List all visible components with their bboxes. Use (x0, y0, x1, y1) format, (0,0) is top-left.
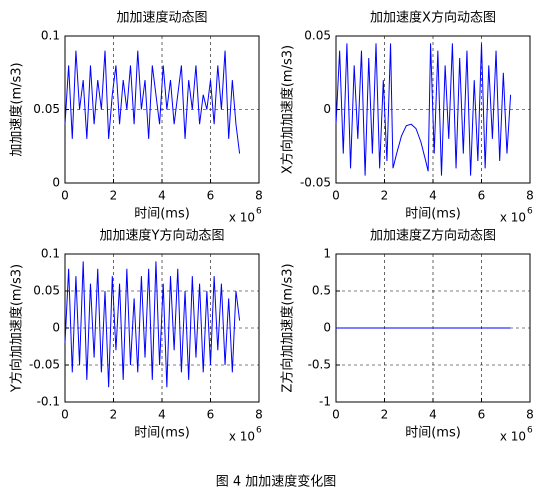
x-tick-label: 8 (255, 408, 263, 422)
chart-title: 加加速度X方向动态图 (370, 10, 496, 26)
axes-box (64, 35, 260, 184)
data-line (335, 43, 512, 176)
x-tick-label: 4 (429, 408, 437, 422)
x-tick-label: 8 (526, 189, 534, 203)
y-tick-label: 0 (52, 176, 60, 190)
x-exponent: 6 (256, 426, 262, 436)
caption: 图 4 加加速度变化图 (216, 474, 337, 490)
y-tick-label: -0.5 (308, 358, 331, 372)
x-tick-label: 2 (110, 189, 118, 203)
data-line (64, 50, 241, 154)
y-tick-label: -0.05 (300, 176, 331, 190)
y-tick-label: 0.5 (312, 284, 331, 298)
x-tick-label: 4 (429, 189, 437, 203)
axes-box (335, 35, 531, 184)
y-tick-label: 0.05 (33, 284, 60, 298)
y-tick-label: 0.1 (41, 247, 60, 261)
y-tick-label: 0.1 (41, 29, 60, 43)
x-tick-label: 8 (255, 189, 263, 203)
x-tick-label: 0 (61, 189, 69, 203)
x-axis-label: 时间(ms) (134, 207, 190, 222)
y-axis-label: X方向加加速度(m/s3) (280, 45, 296, 174)
x-exponent-label: x 10 (500, 430, 526, 444)
y-axis-label: Y方向加加速度(m/s3) (9, 264, 25, 393)
x-axis-label: 时间(ms) (405, 426, 461, 441)
x-axis-label: 时间(ms) (134, 426, 190, 441)
x-tick-label: 6 (478, 189, 486, 203)
x-tick-label: 4 (158, 408, 166, 422)
x-axis-label: 时间(ms) (405, 207, 461, 222)
x-tick-label: 0 (61, 408, 69, 422)
axes-box (64, 253, 260, 403)
chart-title: 加加速度Z方向动态图 (370, 228, 496, 244)
x-exponent-label: x 10 (500, 211, 526, 225)
x-tick-label: 0 (332, 189, 340, 203)
x-tick-label: 4 (158, 189, 166, 203)
x-tick-label: 8 (526, 408, 534, 422)
x-exponent: 6 (256, 207, 262, 217)
x-exponent-label: x 10 (229, 430, 255, 444)
x-tick-label: 6 (207, 408, 215, 422)
x-exponent: 6 (527, 207, 533, 217)
x-tick-label: 2 (381, 189, 389, 203)
y-tick-label: 0.05 (304, 29, 331, 43)
y-tick-label: -1 (319, 395, 331, 409)
chart-title: 加加速度Y方向动态图 (100, 228, 225, 244)
x-tick-label: 2 (110, 408, 118, 422)
y-tick-label: 0 (52, 321, 60, 335)
data-line (64, 261, 241, 388)
y-axis-label: 加加速度(m/s3) (9, 62, 25, 156)
x-tick-label: 2 (381, 408, 389, 422)
y-tick-label: -0.1 (37, 395, 60, 409)
y-axis-label: Z方向加加速度(m/s3) (280, 263, 296, 392)
y-tick-label: 1 (323, 247, 331, 261)
x-exponent: 6 (527, 426, 533, 436)
y-tick-label: 0 (323, 102, 331, 116)
y-tick-label: -0.05 (29, 358, 60, 372)
x-tick-label: 0 (332, 408, 340, 422)
x-tick-label: 6 (207, 189, 215, 203)
y-tick-label: 0.05 (33, 102, 60, 116)
x-exponent-label: x 10 (229, 211, 255, 225)
x-tick-label: 6 (478, 408, 486, 422)
chart-title: 加加速度动态图 (116, 10, 207, 26)
y-tick-label: 0 (323, 321, 331, 335)
